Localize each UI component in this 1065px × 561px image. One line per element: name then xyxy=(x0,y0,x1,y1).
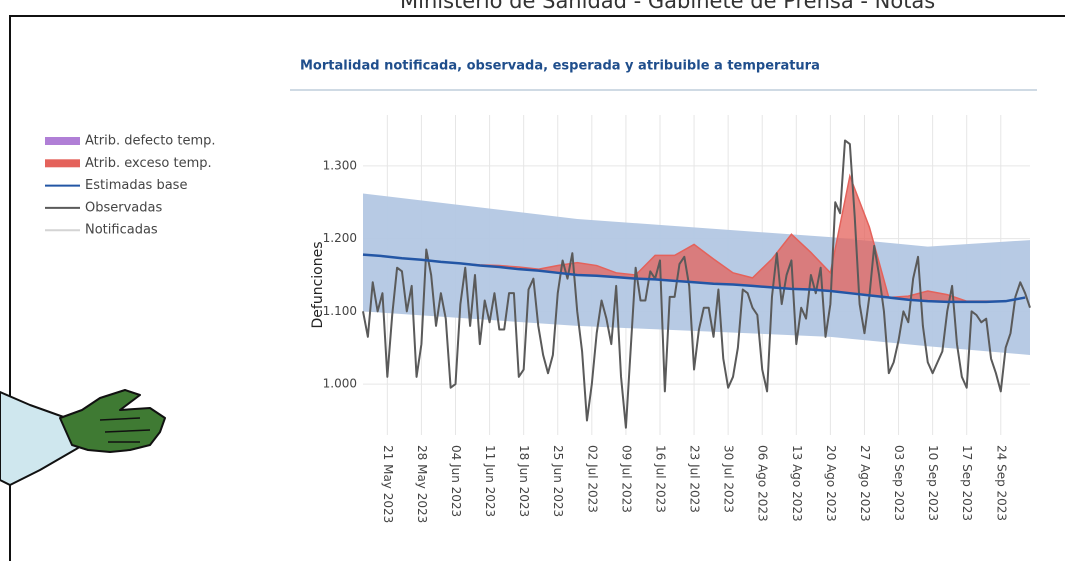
x-tick-label: 17 Sep 2023 xyxy=(960,445,974,521)
x-tick-label: 30 Jul 2023 xyxy=(722,445,736,513)
y-tick-label: 1.000 xyxy=(323,377,357,391)
x-tick-label: 25 Jun 2023 xyxy=(551,445,565,517)
legend-label: Observadas xyxy=(85,200,162,215)
x-tick-label: 04 Jun 2023 xyxy=(449,445,463,517)
x-tick-label: 10 Sep 2023 xyxy=(926,445,940,521)
plot-area xyxy=(363,140,1030,427)
cartoon-hand xyxy=(0,390,165,485)
x-tick-label: 03 Sep 2023 xyxy=(892,445,906,521)
x-tick-label: 02 Jul 2023 xyxy=(585,445,599,513)
legend-label: Estimadas base xyxy=(85,178,187,193)
x-tick-label: 13 Ago 2023 xyxy=(790,445,804,522)
legend-label: Atrib. exceso temp. xyxy=(85,156,212,171)
legend-swatch xyxy=(45,137,80,145)
x-tick-label: 16 Jul 2023 xyxy=(653,445,667,513)
x-tick-label: 23 Jul 2023 xyxy=(688,445,702,513)
x-tick-label: 21 May 2023 xyxy=(381,445,395,523)
legend-label: Atrib. defecto temp. xyxy=(85,134,216,149)
legend: Atrib. defecto temp. Atrib. exceso temp. E… xyxy=(45,134,216,238)
y-tick-label: 1.300 xyxy=(323,158,357,172)
chart-title: Mortalidad notificada, observada, espera… xyxy=(300,59,820,74)
x-tick-label: 27 Ago 2023 xyxy=(858,445,872,522)
legend-swatch xyxy=(45,159,80,167)
screenshot: Ministerio de Sanidad - Gabinete de Pren… xyxy=(0,0,1065,561)
x-tick-label: 20 Ago 2023 xyxy=(824,445,838,522)
legend-label: Notificadas xyxy=(85,223,158,238)
x-tick-label: 28 May 2023 xyxy=(415,445,429,523)
x-tick-label: 18 Jun 2023 xyxy=(517,445,531,517)
x-tick-label: 09 Jul 2023 xyxy=(619,445,633,513)
x-tick-label: 24 Sep 2023 xyxy=(994,445,1008,521)
page-header: Ministerio de Sanidad - Gabinete de Pren… xyxy=(400,0,935,13)
page: {"header": "Ministerio de Sanidad - Gabi… xyxy=(0,0,1065,561)
y-tick-label: 1.100 xyxy=(323,304,357,318)
x-tick-label: 11 Jun 2023 xyxy=(483,445,497,517)
y-tick-label: 1.200 xyxy=(323,231,357,245)
x-tick-label: 06 Ago 2023 xyxy=(756,445,770,522)
